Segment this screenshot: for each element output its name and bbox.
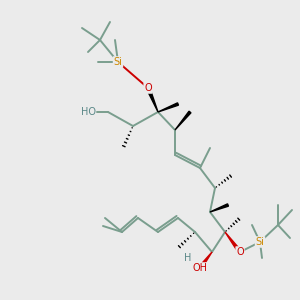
- Text: Si: Si: [256, 237, 264, 247]
- Text: OH: OH: [193, 263, 208, 273]
- Text: Si: Si: [114, 57, 122, 67]
- Polygon shape: [225, 232, 242, 253]
- Polygon shape: [158, 103, 178, 112]
- Polygon shape: [210, 204, 229, 212]
- Text: O: O: [236, 247, 244, 257]
- Polygon shape: [146, 87, 158, 112]
- Polygon shape: [175, 111, 191, 130]
- Polygon shape: [199, 252, 212, 269]
- Text: HO: HO: [80, 107, 95, 117]
- Text: H: H: [184, 253, 192, 263]
- Text: O: O: [144, 83, 152, 93]
